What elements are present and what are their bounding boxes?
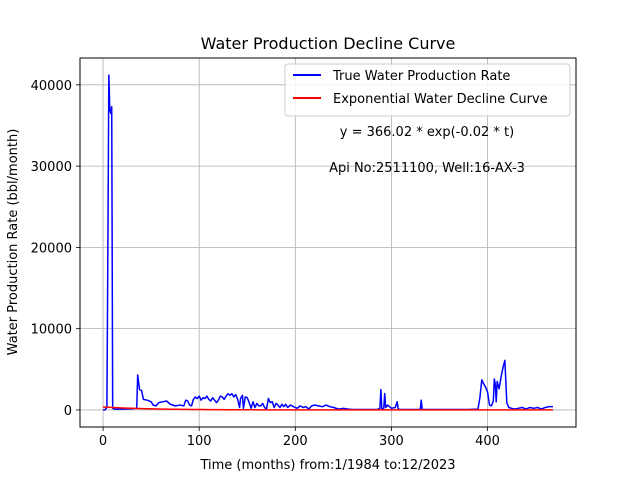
x-tick-label: 400 (475, 434, 500, 449)
y-tick-label: 20000 (31, 241, 72, 256)
series-layer (103, 74, 553, 411)
y-tick-label: 40000 (31, 79, 72, 94)
legend-box (284, 63, 571, 117)
plot-area-frame (79, 57, 577, 428)
x-axis-ticks: 0 100 200 300 400 (99, 427, 500, 449)
y-tick-label: 10000 (31, 323, 72, 338)
legend-label-true-water: True Water Production Rate (332, 69, 510, 84)
well-annotation: Api No:2511100, Well:16-AX-3 (329, 161, 525, 176)
legend: True Water Production Rate Exponential W… (284, 63, 571, 117)
x-axis-label: Time (months) from:1/1984 to:12/2023 (199, 458, 455, 473)
equation-annotation: y = 366.02 * exp(-0.02 * t) (340, 125, 514, 140)
series-line-true-water (103, 74, 553, 411)
x-tick-label: 300 (379, 434, 404, 449)
chart-title: Water Production Decline Curve (201, 34, 456, 53)
legend-label-exponential: Exponential Water Decline Curve (333, 92, 548, 107)
y-axis-ticks: 0 10000 20000 30000 40000 (31, 79, 80, 419)
series-line-exponential (103, 406, 553, 411)
x-tick-label: 100 (187, 434, 212, 449)
y-tick-label: 0 (64, 404, 72, 419)
x-tick-label: 200 (283, 434, 308, 449)
y-axis-label: Water Production Rate (bbl/month) (6, 129, 21, 356)
y-tick-label: 30000 (31, 160, 72, 175)
x-tick-label: 0 (99, 434, 107, 449)
